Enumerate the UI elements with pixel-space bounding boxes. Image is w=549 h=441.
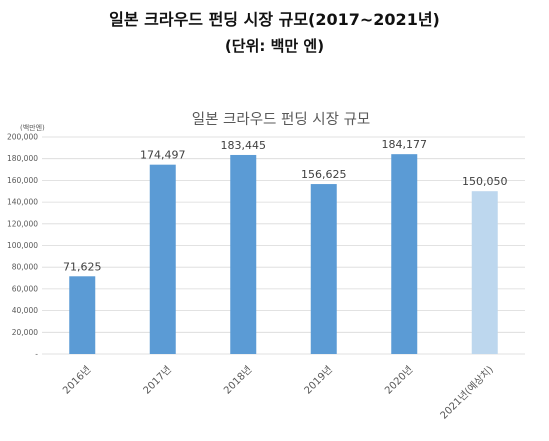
data-label: 156,625 (301, 168, 347, 181)
data-label: 150,050 (462, 175, 508, 188)
gridlines (42, 136, 525, 355)
y-tick-label: 120,000 (7, 219, 38, 228)
y-tick-label: 160,000 (7, 176, 38, 185)
bar (230, 154, 257, 354)
x-tick-label: 2020년 (382, 364, 415, 397)
data-label: 183,445 (221, 139, 267, 152)
bar (149, 164, 176, 354)
y-tick-label: 100,000 (7, 241, 38, 250)
y-tick-label: 60,000 (12, 284, 38, 293)
y-unit-label: (백만엔) (20, 123, 45, 132)
x-tick-label: 2019년 (302, 364, 335, 397)
page-subtitle-unit: (단위: 백만 엔) (224, 37, 325, 55)
y-tick-label: 40,000 (12, 306, 38, 315)
y-tick-label: 20,000 (12, 328, 38, 337)
x-tick-label: 2021년(예상치) (438, 364, 496, 422)
bar (69, 276, 96, 354)
x-tick-label: 2016년 (60, 364, 93, 397)
data-label: 71,625 (63, 260, 102, 273)
page-title: 일본 크라우드 펀딩 시장 규모(2017~2021년) (109, 10, 440, 29)
data-labels: 71,625 174,497 183,445 156,625 184,177 150,05… (63, 138, 508, 273)
x-tick-label: 2017년 (141, 364, 174, 397)
data-label: 174,497 (140, 149, 186, 162)
y-tick-label: 140,000 (7, 198, 38, 207)
y-tick-label: 200,000 (7, 133, 38, 142)
data-label: 184,177 (382, 138, 428, 151)
y-tick-label: 80,000 (12, 263, 38, 272)
chart-title: 일본 크라우드 펀딩 시장 규모 (192, 111, 371, 128)
x-axis-ticks: 2016년 2017년 2018년 2019년 2020년 2021년(예상치) (60, 364, 496, 422)
y-tick-label: 180,000 (7, 154, 38, 163)
bar (310, 184, 337, 354)
y-axis-ticks: - 20,000 40,000 60,000 80,000 100,000 120,000 1… (7, 133, 38, 359)
bar (471, 191, 498, 354)
bar (391, 154, 418, 354)
y-tick-label: - (35, 350, 38, 359)
bars (69, 154, 498, 354)
x-tick-label: 2018년 (221, 364, 254, 397)
